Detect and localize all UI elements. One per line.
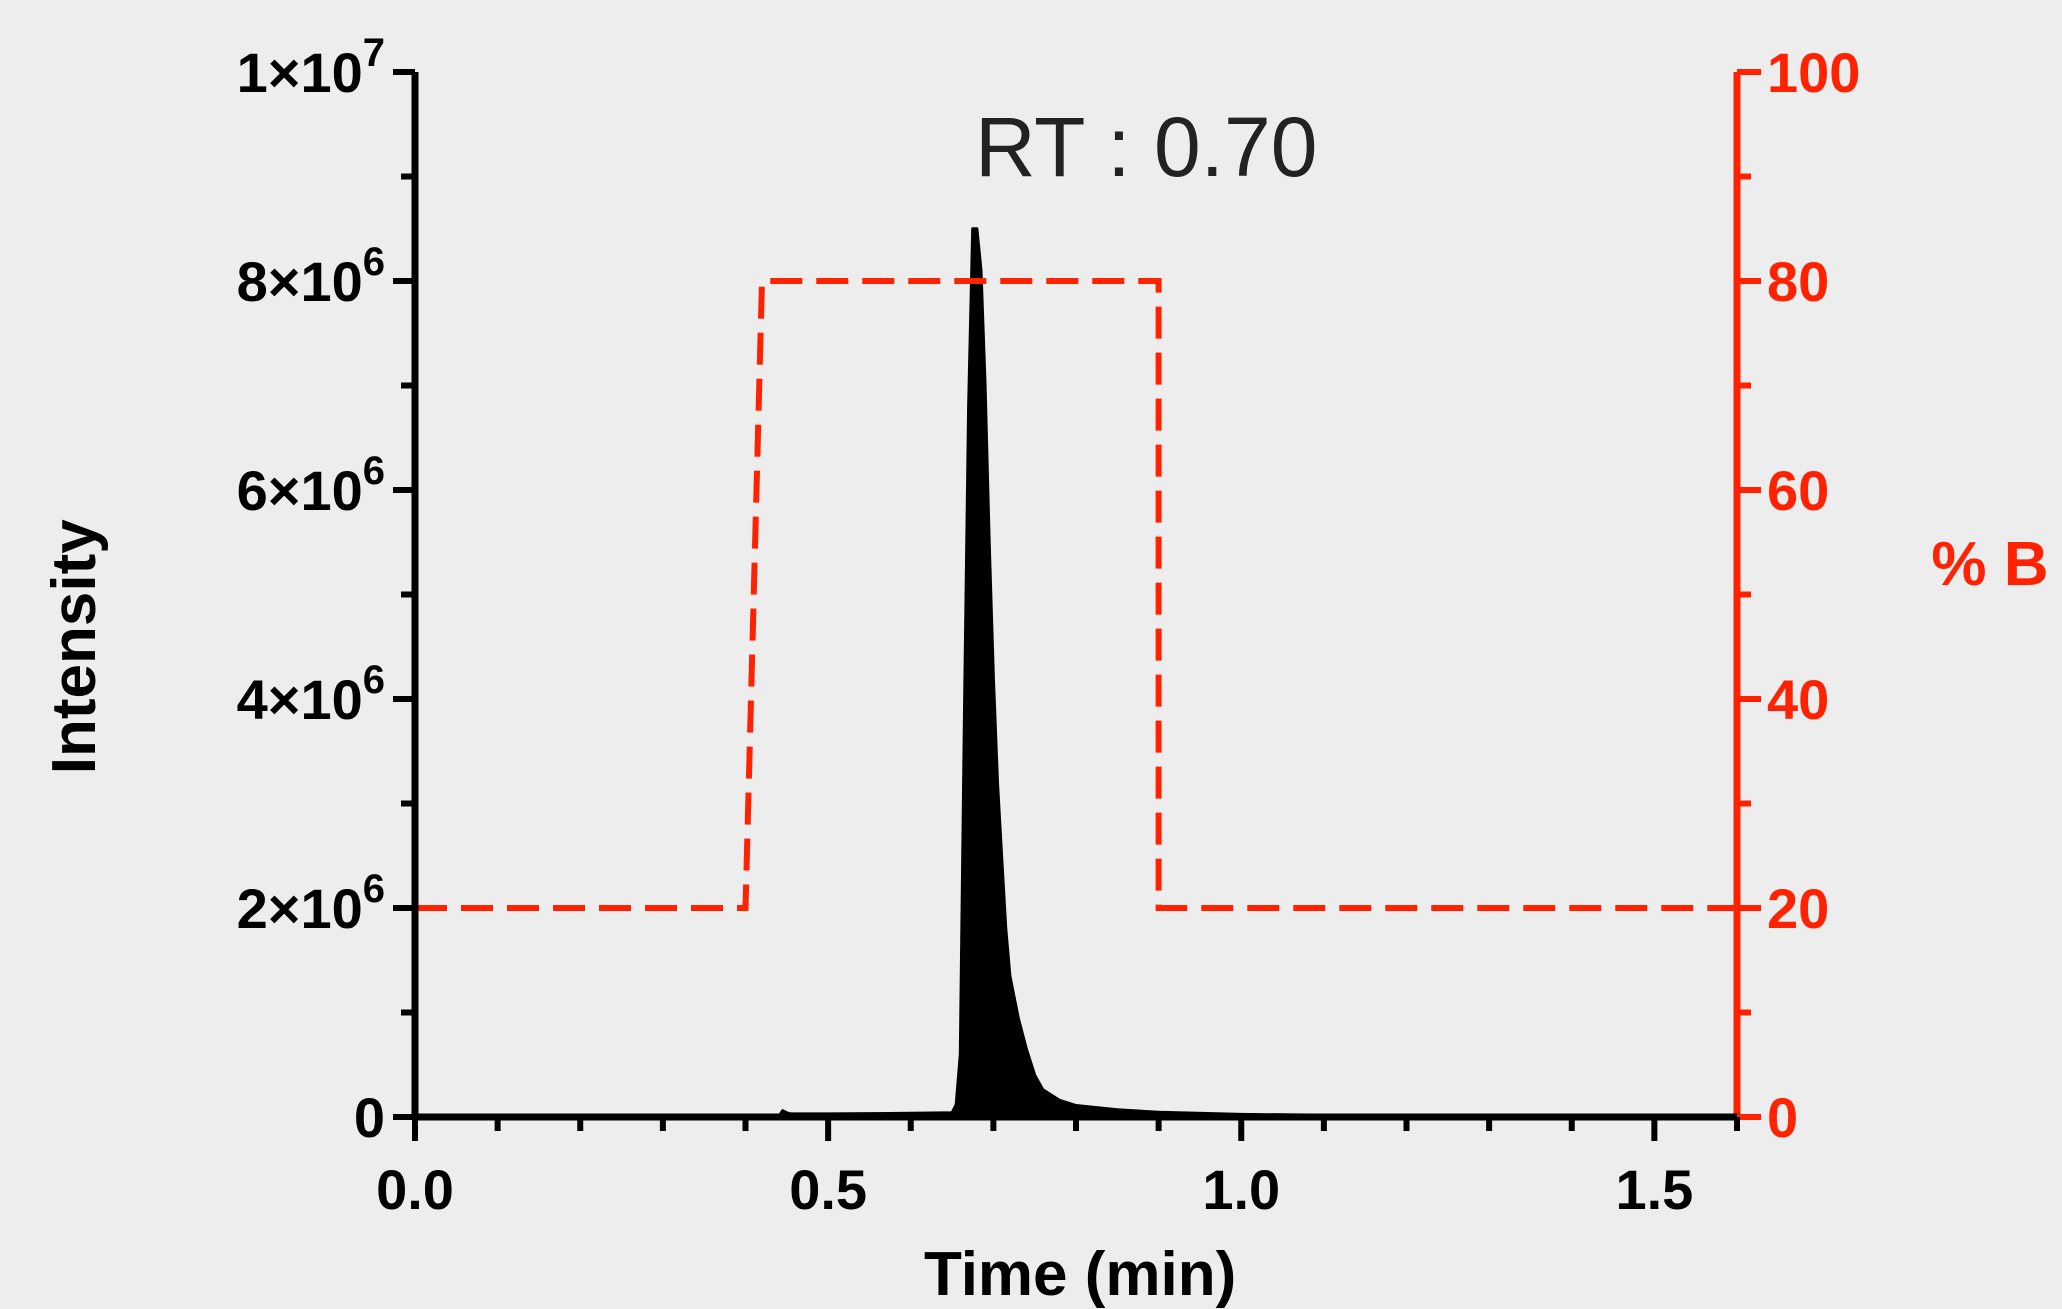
y2-tick-label: 60 [1767,459,1829,522]
x-tick-label: 1.5 [1615,1158,1693,1221]
y-tick-label: 6×106 [237,449,385,522]
plot-area [413,227,1739,1119]
x-axis-title: Time (min) [924,1240,1236,1309]
y2-axis-title: % B [1931,530,2048,599]
y-tick-label: 0 [354,1086,385,1149]
y2-tick-label: 100 [1767,41,1860,104]
y-tick-label: 8×106 [237,240,385,313]
y-tick-label: 2×106 [237,867,385,940]
y2-tick-label: 40 [1767,668,1829,731]
x-tick-label: 1.0 [1202,1158,1280,1221]
percent-b-gradient-series [415,278,1737,911]
x-axis-ticks: 0.0 0.5 1.0 1.5 [376,1117,1740,1221]
y-axis-ticks: 0 2×106 4×106 6×106 8×106 1×107 [237,31,415,1149]
y-axis-title: Intensity [40,519,109,774]
x-tick-label: 0.0 [376,1158,454,1221]
y2-tick-label: 20 [1767,877,1829,940]
intensity-peak-series [413,227,1739,1119]
y2-axis-ticks: 0 20 40 60 80 100 [1737,41,1860,1149]
y-tick-label: 1×107 [237,31,385,104]
y2-tick-label: 80 [1767,250,1829,313]
x-tick-label: 0.5 [789,1158,867,1221]
retention-time-annotation: RT : 0.70 [975,100,1317,194]
y2-tick-label: 0 [1767,1086,1798,1149]
y-tick-label: 4×106 [237,658,385,731]
